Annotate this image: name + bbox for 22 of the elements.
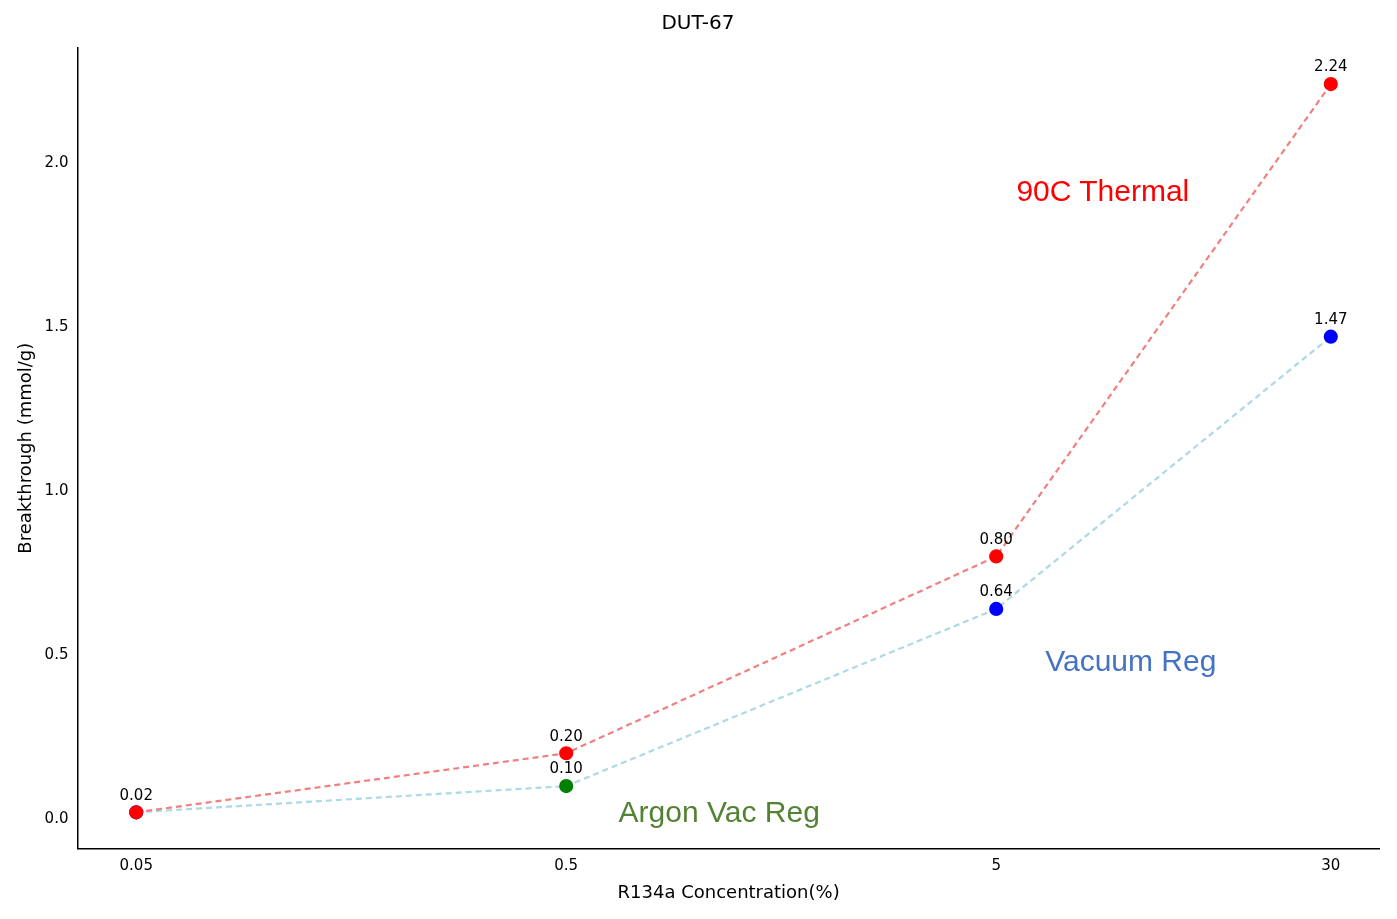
data-label: 1.47 — [1314, 310, 1348, 329]
x-tick-label: 30 — [1321, 856, 1341, 875]
chart-title: DUT-67 — [661, 10, 735, 35]
y-tick-label: 0.0 — [44, 808, 69, 827]
data-label: 0.80 — [979, 529, 1013, 548]
y-tick-label: 2.0 — [44, 152, 69, 171]
x-tick-label: 5 — [991, 856, 1001, 875]
series-label: 90C Thermal — [1016, 174, 1190, 208]
data-label: 0.64 — [979, 582, 1013, 601]
y-tick-label: 0.5 — [44, 644, 69, 663]
y-axis-title: Breakthrough (mmol/g) — [14, 342, 36, 554]
data-label: 0.20 — [549, 726, 583, 745]
series-label: Vacuum Reg — [1045, 643, 1217, 677]
x-tick-label: 0.05 — [119, 856, 153, 875]
data-label: 0.10 — [549, 759, 583, 778]
x-tick-label: 0.5 — [554, 856, 579, 875]
y-tick-label: 1.0 — [44, 480, 69, 499]
annotation: Argon Vac Reg — [618, 795, 820, 829]
data-label: 2.24 — [1314, 57, 1348, 76]
data-label: 0.02 — [119, 785, 153, 804]
y-tick-label: 1.5 — [44, 316, 69, 335]
x-axis-title: R134a Concentration(%) — [617, 880, 840, 902]
